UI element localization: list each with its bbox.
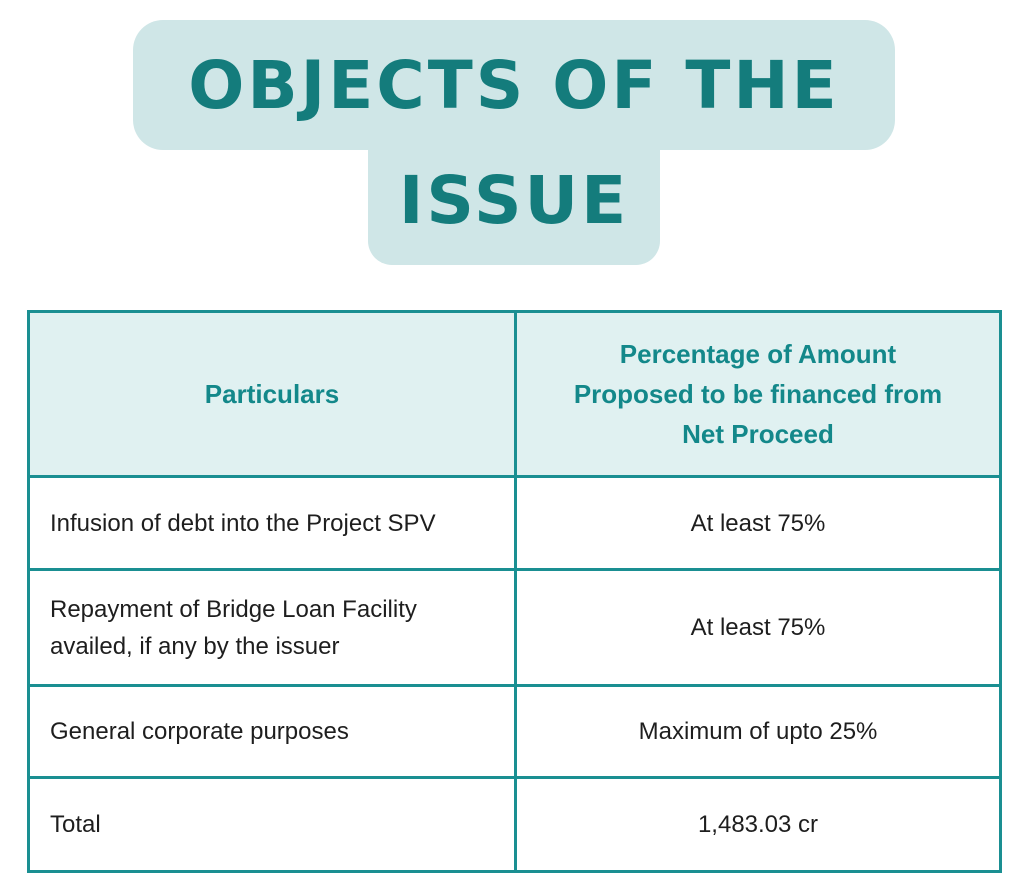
percentage-cell: 1,483.03 cr <box>514 776 1002 873</box>
table-row: General corporate purposes Maximum of upt… <box>27 684 1002 779</box>
percentage-cell: At least 75% <box>514 568 1002 687</box>
table-row: Infusion of debt into the Project SPV At … <box>27 475 1002 571</box>
header-cell: Particulars <box>27 310 517 478</box>
table-body: Infusion of debt into the Project SPV At … <box>27 475 1002 873</box>
header-text: Particulars <box>204 379 340 409</box>
percentage-cell: Maximum of upto 25% <box>514 684 1002 779</box>
header-text: Percentage of Amount Proposed to be fina… <box>573 339 943 449</box>
particular-cell: General corporate purposes <box>27 684 517 779</box>
particular-cell: Infusion of debt into the Project SPV <box>27 475 517 571</box>
particular-cell: Total <box>27 776 517 873</box>
particular-cell: Repayment of Bridge Loan Facility availe… <box>27 568 517 687</box>
percentage-cell: At least 75% <box>514 475 1002 571</box>
table-row: Repayment of Bridge Loan Facility availe… <box>27 568 1002 687</box>
title: OBJECTS OF THE ISSUE <box>188 47 840 239</box>
table-row: Total 1,483.03 cr <box>27 776 1002 873</box>
title-background <box>368 120 660 265</box>
table: Particulars Percentage of Amount Propose… <box>27 310 1002 873</box>
header-cell: Percentage of Amount Proposed to be fina… <box>514 310 1002 478</box>
header-row: Particulars Percentage of Amount Propose… <box>27 310 1002 478</box>
